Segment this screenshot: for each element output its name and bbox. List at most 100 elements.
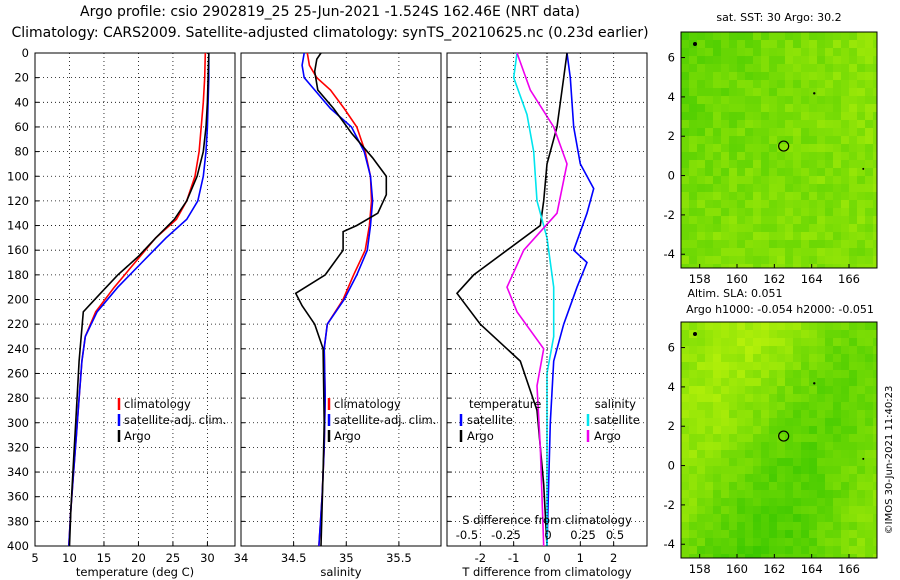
- map-cell: [721, 474, 729, 482]
- map-cell: [753, 104, 761, 112]
- map-cell: [809, 338, 817, 346]
- map-cell: [841, 546, 849, 554]
- map-cell: [817, 32, 825, 40]
- map-cell: [705, 192, 713, 200]
- map-cell: [785, 378, 793, 386]
- map-cell: [753, 112, 761, 120]
- map-cell: [841, 184, 849, 192]
- map-cell: [865, 506, 873, 514]
- map-cell: [841, 56, 849, 64]
- map-cell: [713, 160, 721, 168]
- map-cell: [713, 256, 721, 264]
- map-cell: [753, 346, 761, 354]
- map-cell: [769, 370, 777, 378]
- map-cell: [857, 96, 865, 104]
- x-tick-label: 2: [610, 551, 617, 565]
- map-cell: [689, 546, 697, 554]
- map-cell: [777, 522, 785, 530]
- map-cell: [713, 152, 721, 160]
- map-cell: [777, 386, 785, 394]
- map-cell: [785, 128, 793, 136]
- map-cell: [793, 128, 801, 136]
- map-cell: [729, 338, 737, 346]
- map-cell: [713, 378, 721, 386]
- map-cell: [753, 538, 761, 546]
- map-cell: [769, 152, 777, 160]
- map-cell: [777, 338, 785, 346]
- map-cell: [865, 474, 873, 482]
- map-cell: [785, 32, 793, 40]
- map-cell: [793, 232, 801, 240]
- map-cell: [777, 48, 785, 56]
- map-cell: [769, 64, 777, 72]
- map-cell: [857, 120, 865, 128]
- map-cell: [849, 64, 857, 72]
- map-cell: [865, 522, 873, 530]
- map-cell: [817, 96, 825, 104]
- map-cell: [705, 450, 713, 458]
- map-cell: [833, 386, 841, 394]
- map-cell: [705, 466, 713, 474]
- map-cell: [777, 354, 785, 362]
- map-cell: [689, 80, 697, 88]
- map-cell: [825, 128, 833, 136]
- map-cell: [737, 264, 745, 268]
- map-cell: [833, 256, 841, 264]
- map-cell: [737, 152, 745, 160]
- map-cell: [785, 112, 793, 120]
- map-cell: [873, 506, 877, 514]
- map-cell: [841, 490, 849, 498]
- map-cell: [729, 208, 737, 216]
- map-cell: [769, 80, 777, 88]
- y-tick-label: 260: [7, 366, 29, 380]
- map-cell: [697, 240, 705, 248]
- map-cell: [769, 112, 777, 120]
- map-cell: [785, 248, 793, 256]
- map-cell: [697, 434, 705, 442]
- map-x-tick-label: 158: [689, 272, 711, 286]
- map-cell: [737, 72, 745, 80]
- map-cell: [753, 418, 761, 426]
- map-cell: [777, 546, 785, 554]
- map-cell: [833, 240, 841, 248]
- map-cell: [801, 144, 809, 152]
- map-cell: [729, 458, 737, 466]
- map-cell: [761, 378, 769, 386]
- map-cell: [681, 240, 689, 248]
- map-cell: [689, 410, 697, 418]
- map-cell: [785, 402, 793, 410]
- x-tick-label: 35.5: [386, 551, 412, 565]
- map-cell: [761, 554, 769, 558]
- map-cell: [825, 56, 833, 64]
- map-cell: [697, 522, 705, 530]
- map-cell: [777, 256, 785, 264]
- map-cell: [745, 322, 753, 330]
- map-cell: [849, 200, 857, 208]
- map-cell: [761, 442, 769, 450]
- map-cell: [857, 176, 865, 184]
- map-cell: [713, 144, 721, 152]
- map-cell: [857, 482, 865, 490]
- map-cell: [689, 370, 697, 378]
- map-cell: [721, 354, 729, 362]
- map-cell: [785, 442, 793, 450]
- map-cell: [705, 88, 713, 96]
- map-cell: [689, 160, 697, 168]
- map-cell: [865, 48, 873, 56]
- map-cell: [833, 490, 841, 498]
- map-cell: [785, 184, 793, 192]
- map-cell: [841, 354, 849, 362]
- map-cell: [809, 168, 817, 176]
- map-cell: [729, 200, 737, 208]
- map-cell: [681, 56, 689, 64]
- map-cell: [825, 394, 833, 402]
- map-cell: [817, 458, 825, 466]
- map-cell: [849, 426, 857, 434]
- y-tick-label: 240: [7, 342, 29, 356]
- map-cell: [705, 330, 713, 338]
- map-cell: [745, 160, 753, 168]
- map-cell: [761, 120, 769, 128]
- map-cell: [833, 176, 841, 184]
